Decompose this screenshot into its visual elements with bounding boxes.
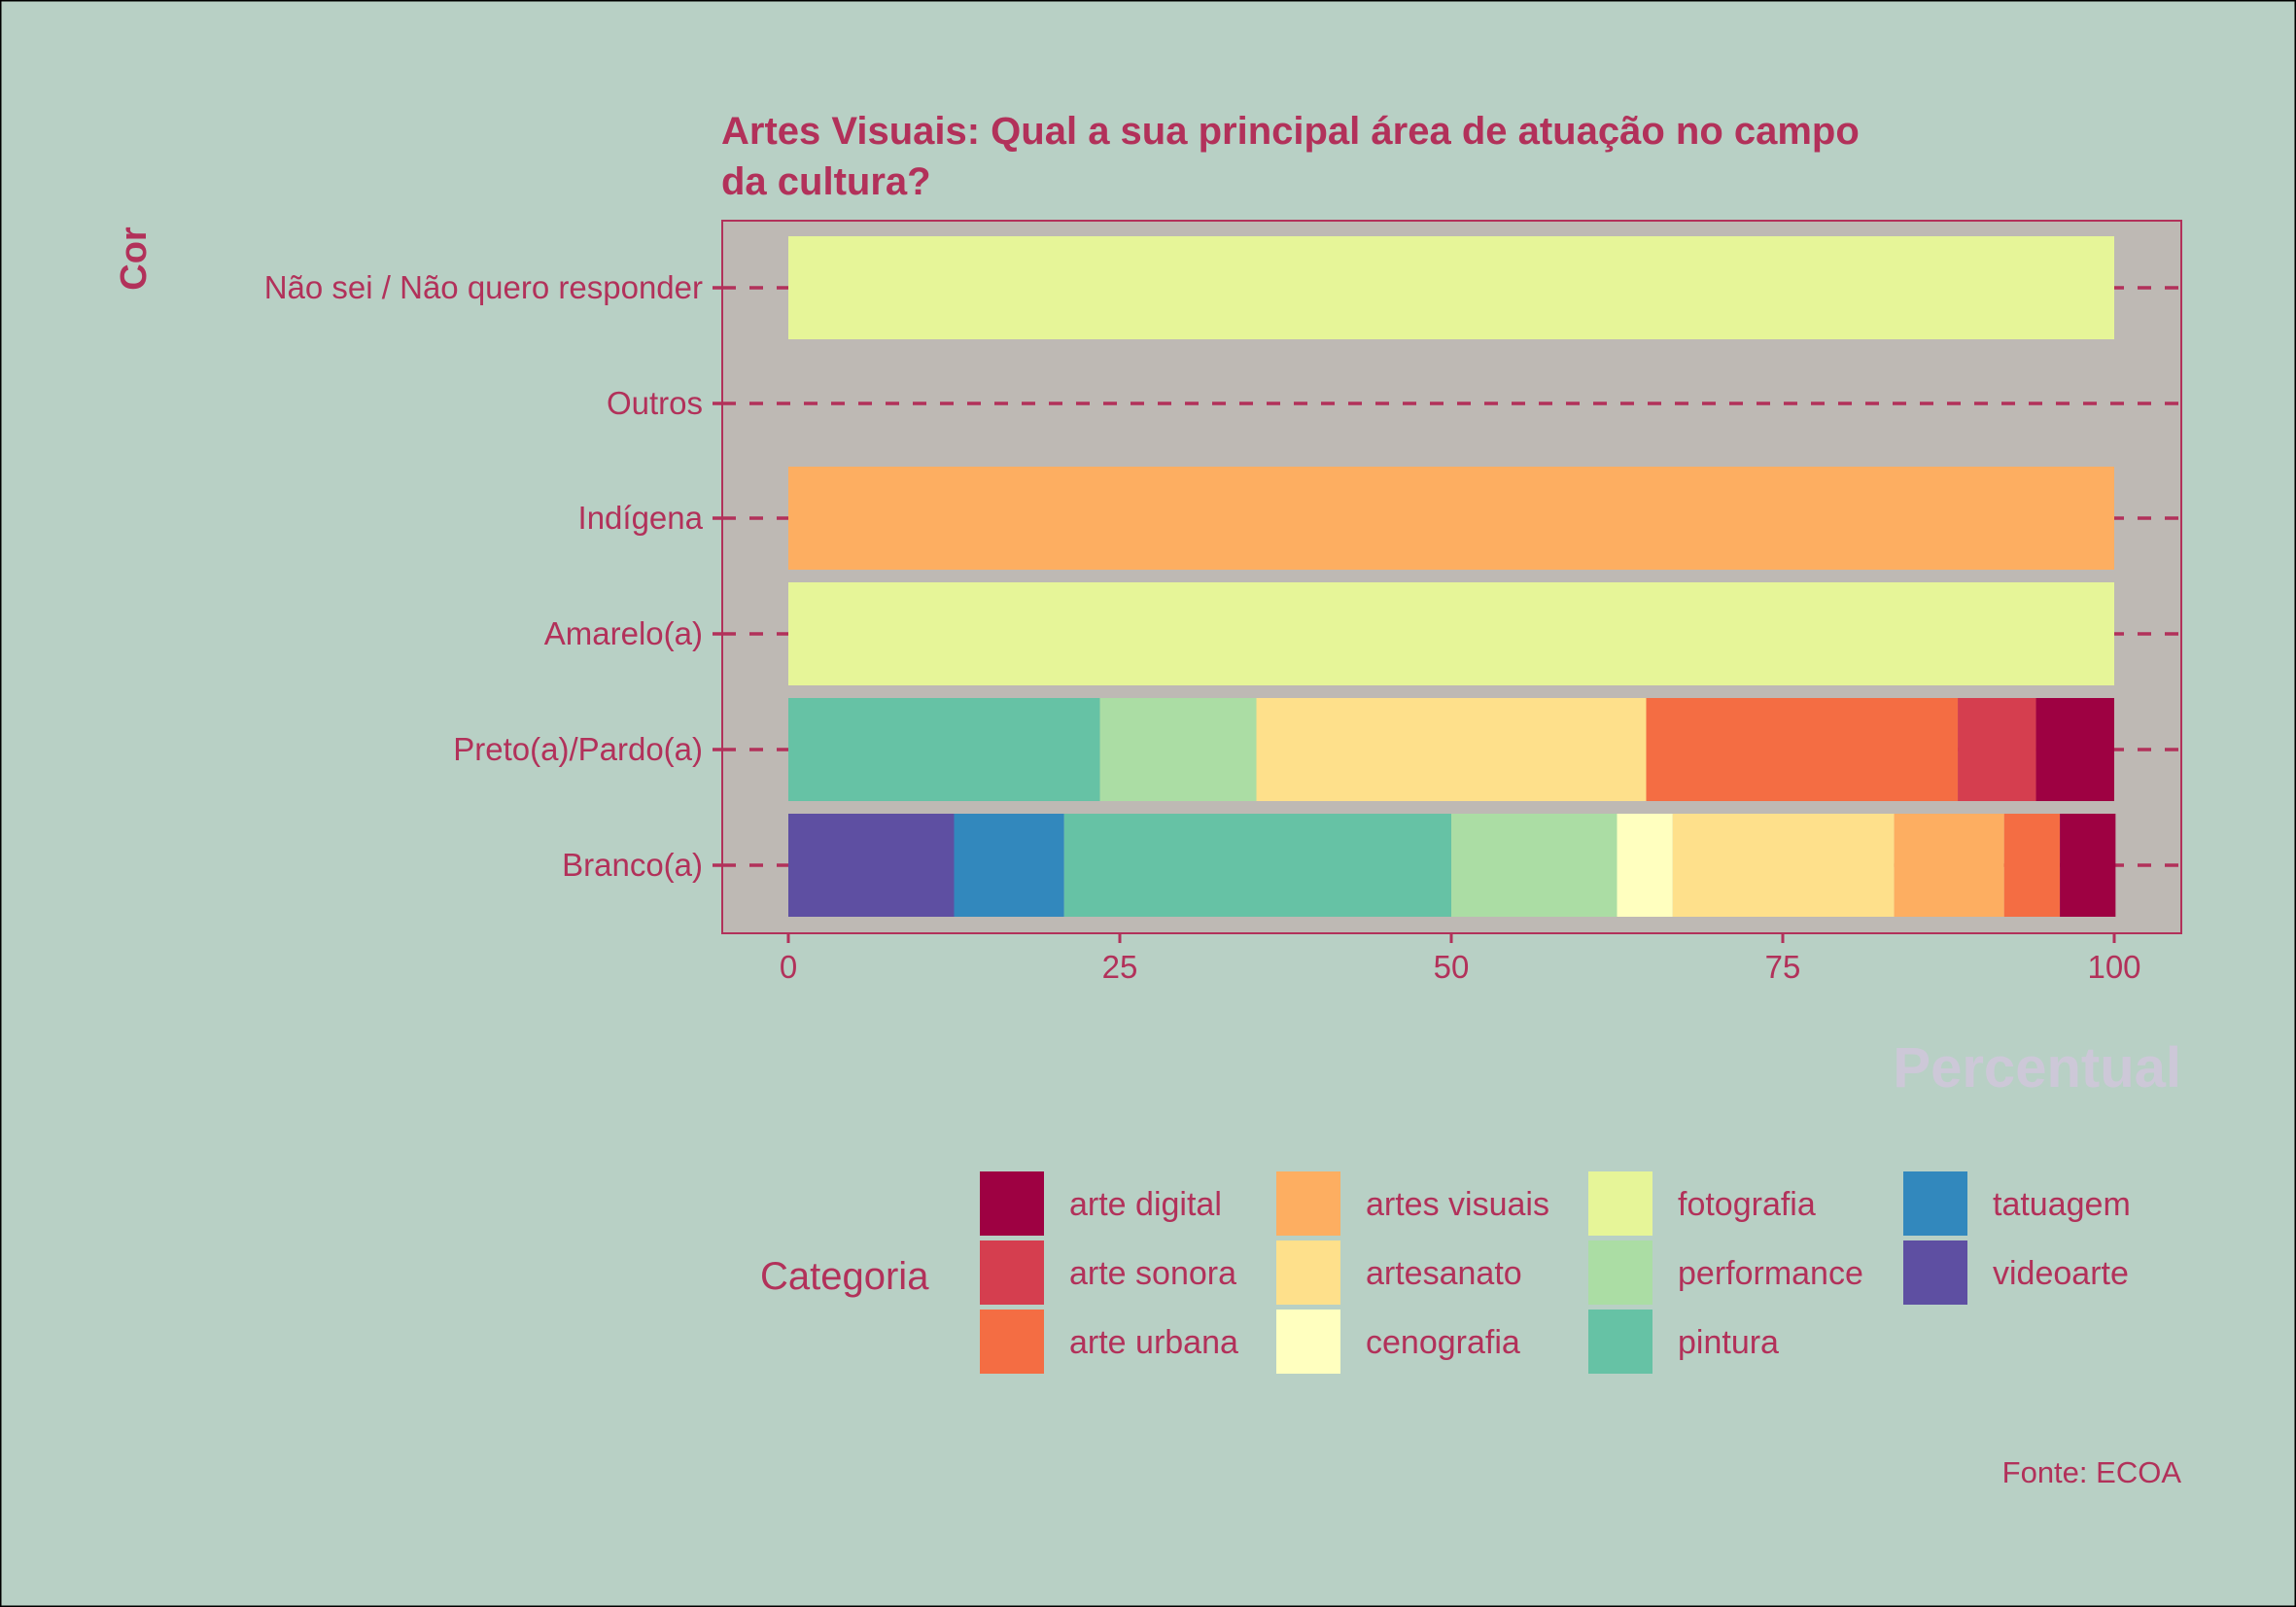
y-tick-label: Branco(a) — [562, 847, 703, 883]
bar-segment — [1617, 814, 1673, 917]
x-tick-label: 25 — [1102, 949, 1138, 985]
bar-segment — [788, 467, 2114, 570]
legend-label: performance — [1678, 1255, 1863, 1292]
legend-label: fotografia — [1678, 1186, 1816, 1223]
legend-swatch — [980, 1310, 1044, 1374]
y-tick-label: Outros — [607, 385, 703, 421]
bar-segment — [954, 814, 1064, 917]
legend-swatch — [1588, 1171, 1652, 1236]
x-tick-label: 0 — [780, 949, 797, 985]
x-tick-label: 100 — [2087, 949, 2140, 985]
legend: arte digital arte sonora arte urbana artes … — [980, 1171, 2131, 1374]
bar-segment — [1672, 814, 1895, 917]
bar-segment — [1063, 814, 1451, 917]
bar-segment — [1646, 698, 1959, 801]
caption: Fonte: ECOA — [2002, 1455, 2182, 1489]
legend-label: pintura — [1678, 1324, 1779, 1361]
bar-segment — [788, 698, 1100, 801]
x-tick-label: 50 — [1434, 949, 1470, 985]
y-axis: Branco(a) Preto(a)/Pardo(a) Amarelo(a) Indí… — [264, 269, 722, 883]
legend-title: Categoria — [760, 1255, 929, 1298]
legend-label: arte digital — [1069, 1186, 1222, 1223]
y-tick-label: Preto(a)/Pardo(a) — [453, 731, 703, 767]
bar-segment — [1958, 698, 2036, 801]
x-axis: 0 25 50 75 100 — [780, 933, 2141, 985]
legend-label: artesanato — [1366, 1255, 1522, 1292]
legend-swatch — [1903, 1240, 1967, 1305]
x-axis-title: Percentual — [1893, 1036, 2181, 1100]
legend-swatch — [980, 1171, 1044, 1236]
bar-segment — [2035, 698, 2114, 801]
chart-title-line-2: da cultura? — [721, 160, 931, 203]
legend-label: artes visuais — [1366, 1186, 1549, 1223]
bar-segment — [1451, 814, 1618, 917]
x-tick-label: 75 — [1765, 949, 1801, 985]
legend-label: arte sonora — [1069, 1255, 1236, 1292]
bar-segment — [2060, 814, 2116, 917]
legend-label: arte urbana — [1069, 1324, 1238, 1361]
legend-label: tatuagem — [1993, 1186, 2131, 1223]
bar-segment — [788, 582, 2114, 685]
chart-title: Artes Visuais: Qual a sua principal área… — [721, 110, 1870, 203]
y-axis-title: Cor — [114, 227, 155, 291]
legend-swatch — [1588, 1310, 1652, 1374]
y-tick-label: Não sei / Não quero responder — [264, 269, 703, 305]
legend-label: videoarte — [1993, 1255, 2129, 1292]
legend-swatch — [1276, 1240, 1340, 1305]
bar-segment — [788, 814, 955, 917]
bar-segment — [1256, 698, 1647, 801]
bar-segment — [1894, 814, 2004, 917]
y-tick-label: Indígena — [578, 500, 704, 536]
legend-swatch — [1276, 1310, 1340, 1374]
legend-swatch — [1903, 1171, 1967, 1236]
chart-title-line-1: Artes Visuais: Qual a sua principal área… — [721, 110, 1860, 153]
bar-segment — [2003, 814, 2061, 917]
legend-swatch — [980, 1240, 1044, 1305]
legend-label: cenografia — [1366, 1324, 1520, 1361]
legend-swatch — [1276, 1171, 1340, 1236]
bar-segment — [1099, 698, 1257, 801]
y-tick-label: Amarelo(a) — [544, 615, 703, 651]
bar-segment — [788, 236, 2114, 339]
bars — [788, 236, 2116, 917]
legend-swatch — [1588, 1240, 1652, 1305]
